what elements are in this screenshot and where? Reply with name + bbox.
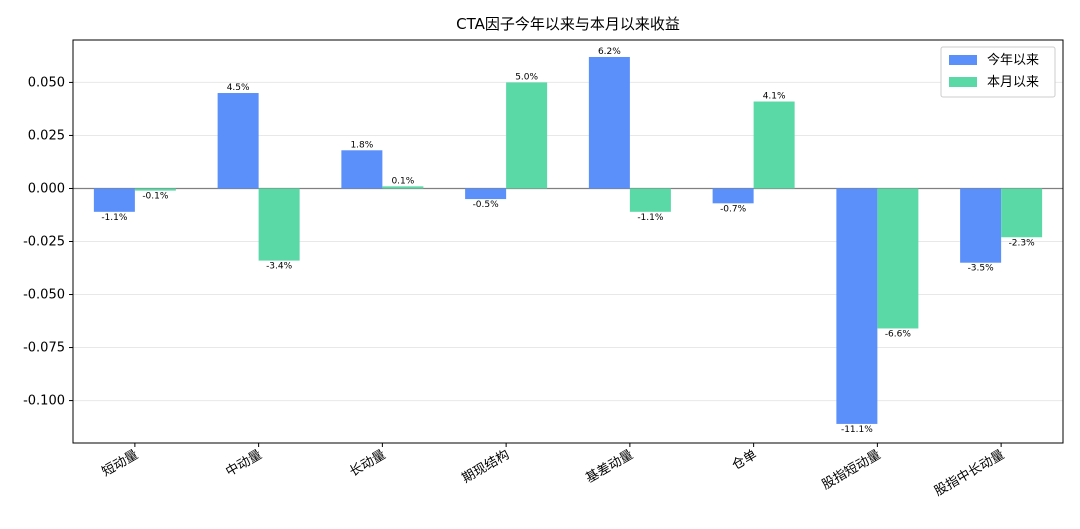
bar-ytd bbox=[93, 188, 135, 212]
x-tick-label: 长动量 bbox=[347, 447, 388, 479]
y-tick-label: -0.100 bbox=[23, 394, 65, 409]
data-label: -11.1% bbox=[841, 425, 873, 435]
data-label: 4.5% bbox=[227, 83, 250, 93]
data-label: 5.0% bbox=[515, 72, 538, 82]
y-tick-label: -0.050 bbox=[23, 288, 65, 303]
legend-swatch-ytd bbox=[949, 55, 977, 65]
bar-ytd bbox=[217, 93, 259, 189]
legend: 今年以来 本月以来 bbox=[940, 46, 1056, 98]
data-label: -0.1% bbox=[142, 192, 169, 202]
data-label: -6.6% bbox=[885, 329, 912, 339]
bar-mtd bbox=[629, 188, 671, 212]
data-label: -1.1% bbox=[637, 213, 664, 223]
x-tick-label: 中动量 bbox=[223, 447, 264, 479]
bar-mtd bbox=[382, 186, 424, 189]
y-tick-label: 0.050 bbox=[28, 75, 65, 90]
data-label: -3.5% bbox=[968, 264, 995, 274]
x-tick-label: 股指短动量 bbox=[820, 447, 884, 492]
bar-ytd bbox=[836, 188, 878, 424]
x-axis: 短动量 中动量 长动量 期现结构 基差动量 仓单 股指短动量 股指中长动量 bbox=[100, 443, 1007, 499]
y-axis: 0.050 0.025 0.000 -0.025 -0.050 -0.075 -0.100 bbox=[23, 75, 73, 409]
legend-label-mtd: 本月以来 bbox=[987, 75, 1039, 90]
bar-mtd bbox=[753, 101, 795, 189]
bar-ytd bbox=[712, 188, 754, 204]
y-tick-label: -0.075 bbox=[23, 341, 65, 356]
data-label: -2.3% bbox=[1009, 238, 1036, 248]
bar-ytd bbox=[465, 188, 507, 200]
y-tick-label: 0.000 bbox=[28, 181, 65, 196]
x-tick-label: 股指中长动量 bbox=[932, 447, 1007, 499]
bar-mtd bbox=[877, 188, 919, 329]
data-label: 4.1% bbox=[763, 92, 786, 102]
data-label: -0.5% bbox=[473, 200, 500, 210]
data-labels: -1.1% -0.1% 4.5% -3.4% 1.8% 0.1% -0.5% 5.0% 6.2%… bbox=[101, 47, 1035, 435]
data-label: 6.2% bbox=[598, 47, 621, 57]
bar-ytd bbox=[341, 150, 383, 189]
x-tick-label: 基差动量 bbox=[583, 447, 636, 486]
bar-mtd bbox=[506, 82, 548, 189]
y-tick-label: 0.025 bbox=[28, 128, 65, 143]
x-tick-label: 仓单 bbox=[730, 447, 760, 473]
data-label: -1.1% bbox=[101, 213, 128, 223]
y-tick-label: -0.025 bbox=[23, 235, 65, 250]
bars bbox=[93, 56, 1043, 424]
bar-mtd bbox=[258, 188, 300, 261]
chart-title: CTA因子今年以来与本月以来收益 bbox=[456, 15, 680, 33]
data-label: -3.4% bbox=[266, 262, 293, 272]
legend-swatch-mtd bbox=[949, 77, 977, 87]
x-tick-label: 期现结构 bbox=[460, 447, 513, 486]
bar-ytd bbox=[960, 188, 1002, 263]
data-label: 1.8% bbox=[350, 140, 373, 150]
x-tick-label: 短动量 bbox=[100, 447, 141, 479]
legend-label-ytd: 今年以来 bbox=[987, 52, 1039, 68]
bar-mtd bbox=[1001, 188, 1043, 238]
bar-ytd bbox=[588, 56, 630, 189]
data-label: -0.7% bbox=[720, 204, 747, 214]
bar-mtd bbox=[134, 188, 176, 191]
data-label: 0.1% bbox=[391, 176, 414, 186]
